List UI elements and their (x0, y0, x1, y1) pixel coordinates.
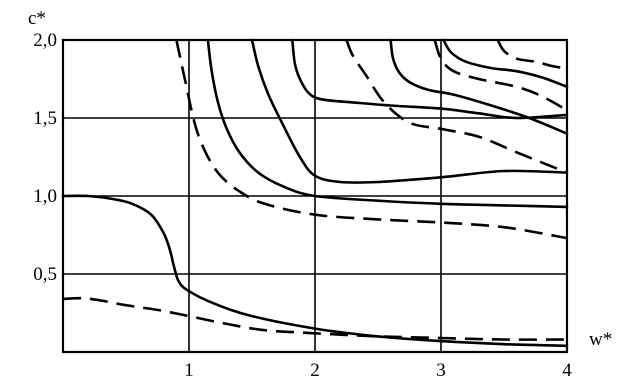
series-line-8-solid (389, 38, 569, 135)
x-tick-label: 2 (310, 360, 320, 378)
y-tick-label: 1,5 (33, 108, 57, 129)
tick-labels: 1 2 3 4 0,5 1,0 1,5 2,0 (33, 30, 572, 378)
series-line-6-solid (291, 38, 569, 120)
y-tick-label: 0,5 (33, 264, 57, 285)
series-line-11-dashed (496, 39, 568, 70)
series-line-7-dashed (345, 39, 568, 174)
series-line-4-solid (206, 38, 569, 209)
series-line-9-dashed (433, 39, 568, 112)
x-tick-label: 1 (184, 360, 194, 378)
y-axis-label: c* (28, 8, 46, 29)
curves (61, 38, 569, 348)
y-tick-label: 2,0 (33, 30, 57, 51)
x-axis-label: w* (589, 329, 612, 350)
x-tick-label: 3 (436, 360, 446, 378)
x-tick-label: 4 (562, 360, 572, 378)
series-line-2-dashed (62, 296, 568, 341)
y-tick-label: 1,0 (33, 186, 57, 207)
series-line-10-solid (442, 38, 569, 89)
series-line-5-solid (250, 38, 569, 184)
plot-frame (61, 38, 569, 354)
